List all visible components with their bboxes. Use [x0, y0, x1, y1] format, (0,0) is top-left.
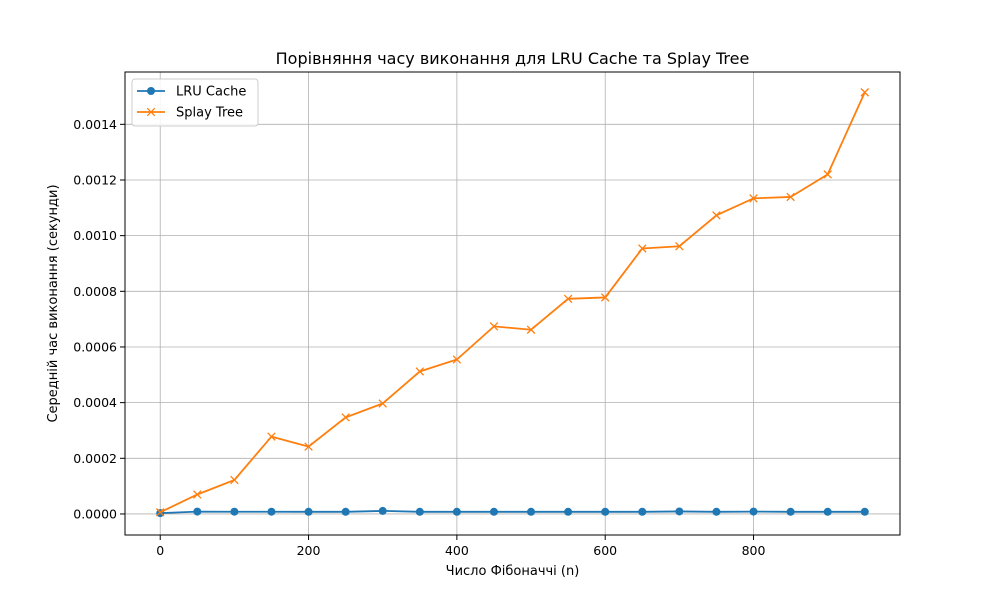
legend-item: Splay Tree	[137, 106, 243, 121]
data-point	[193, 490, 202, 499]
x-tick-label: 400	[445, 543, 469, 558]
data-point	[675, 241, 684, 251]
x-tick-label: 0	[156, 543, 164, 558]
x-axis: 0 200 400 600 800	[156, 535, 766, 558]
data-point	[304, 507, 313, 516]
legend-label: Splay Tree	[176, 106, 243, 121]
series-lru-cache	[156, 506, 869, 518]
series-layer	[155, 88, 870, 518]
x-tick-label: 200	[297, 543, 321, 558]
legend-label: LRU Cache	[176, 85, 246, 100]
data-point	[638, 244, 647, 253]
data-point	[527, 507, 536, 516]
data-point	[230, 507, 239, 516]
data-point	[193, 507, 202, 516]
series-line	[159, 91, 866, 514]
data-point	[304, 442, 313, 451]
data-point	[823, 170, 832, 179]
y-axis: 0.0000 0.0002 0.0004 0.0006 0.0008 0.0010 0.00…	[73, 117, 125, 521]
data-point	[378, 506, 387, 515]
series-splay-tree	[155, 88, 870, 517]
x-tick-label: 800	[742, 543, 766, 558]
legend-marker	[147, 87, 155, 95]
data-point	[749, 194, 758, 203]
plot-area-frame	[124, 71, 901, 536]
x-axis-label: Число Фібоначчі (n)	[446, 564, 580, 579]
y-axis-label: Середній час виконання (секунди)	[46, 184, 61, 422]
data-point	[601, 507, 610, 516]
series-line	[160, 509, 865, 515]
chart-title: Порівняння часу виконання для LRU Cache …	[276, 49, 750, 68]
grid	[125, 72, 900, 535]
data-point	[489, 507, 498, 516]
data-point	[155, 508, 165, 517]
x-tick-label: 600	[593, 543, 617, 558]
data-point	[823, 507, 832, 516]
y-tick-label: 0.0010	[73, 228, 117, 243]
data-point	[341, 507, 350, 516]
data-point	[415, 507, 424, 516]
data-point	[564, 507, 573, 516]
y-tick-label: 0.0006	[73, 339, 117, 354]
data-point	[415, 367, 425, 376]
data-point	[786, 507, 795, 516]
legend-item: LRU Cache	[137, 85, 246, 100]
data-point	[267, 432, 276, 441]
data-point	[563, 294, 573, 304]
data-point	[378, 399, 387, 408]
data-point	[860, 88, 870, 97]
data-point	[452, 355, 462, 364]
y-tick-label: 0.0008	[73, 284, 117, 299]
legend-marker	[146, 107, 156, 117]
data-point	[749, 507, 758, 516]
data-point	[341, 413, 350, 422]
data-point	[712, 211, 721, 220]
y-tick-label: 0.0002	[73, 451, 117, 466]
data-point	[600, 293, 610, 302]
data-point	[786, 192, 795, 202]
y-tick-label: 0.0014	[73, 117, 117, 132]
data-point	[860, 507, 869, 516]
data-point	[267, 507, 276, 516]
y-tick-label: 0.0004	[73, 395, 117, 410]
data-point	[638, 507, 647, 516]
data-point	[489, 322, 499, 331]
y-tick-label: 0.0000	[73, 506, 117, 521]
y-tick-label: 0.0012	[73, 172, 117, 187]
data-point	[230, 475, 239, 485]
data-point	[675, 507, 684, 516]
data-point	[452, 507, 461, 516]
data-point	[712, 507, 721, 516]
data-point	[526, 325, 536, 334]
legend: LRU Cache Splay Tree	[131, 78, 259, 127]
